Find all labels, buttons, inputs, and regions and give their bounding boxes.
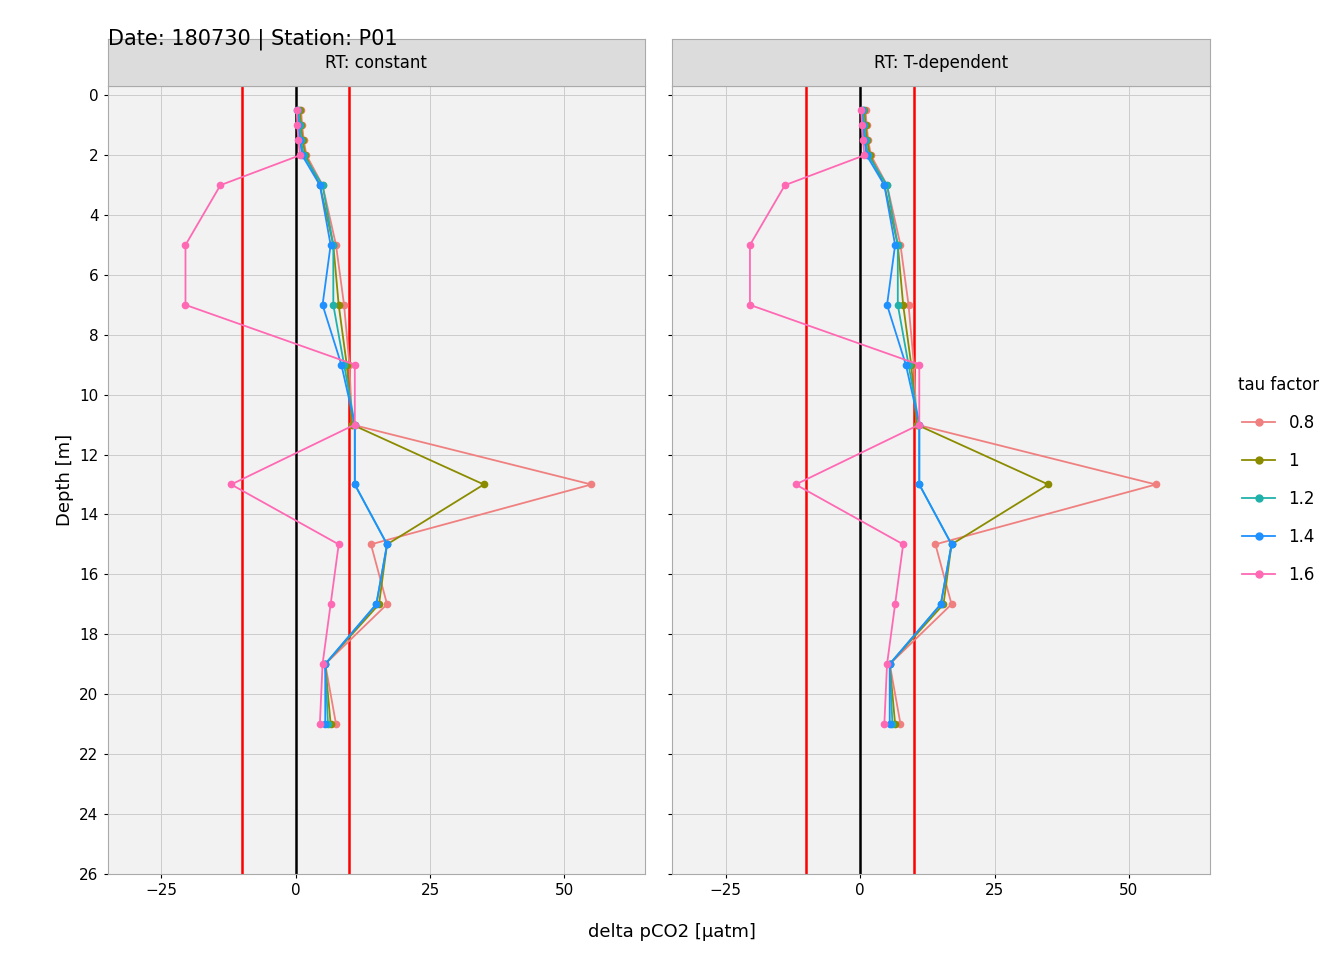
- Y-axis label: Depth [m]: Depth [m]: [55, 434, 74, 526]
- Legend: 0.8, 1, 1.2, 1.4, 1.6: 0.8, 1, 1.2, 1.4, 1.6: [1231, 370, 1325, 590]
- Text: Date: 180730 | Station: P01: Date: 180730 | Station: P01: [108, 29, 396, 50]
- Text: delta pCO2 [µatm]: delta pCO2 [µatm]: [589, 923, 755, 941]
